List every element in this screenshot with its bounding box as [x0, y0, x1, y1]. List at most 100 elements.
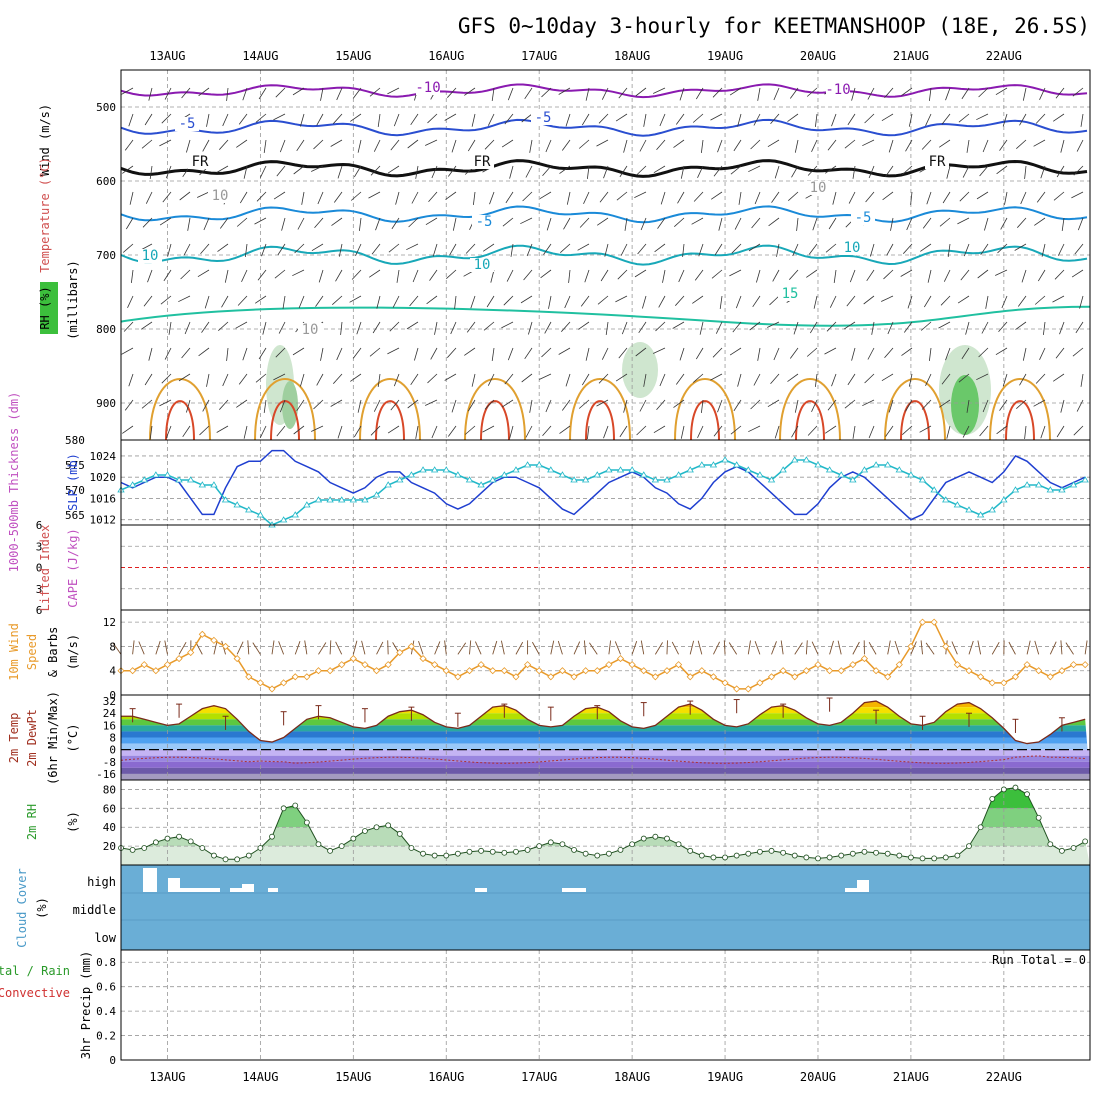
rh-point	[792, 853, 797, 858]
wind-barb	[771, 374, 780, 384]
wind-barb	[264, 400, 266, 413]
wind-barb	[986, 296, 988, 309]
wind-barb	[712, 270, 722, 278]
wind-barb	[408, 140, 418, 148]
wind-barb	[205, 296, 209, 308]
rh-point	[513, 849, 518, 854]
wind-barb	[946, 88, 951, 100]
surface-wind-barb	[713, 642, 719, 655]
wind-barb	[828, 140, 836, 150]
wind-barb	[853, 426, 855, 439]
wind-barb	[186, 140, 190, 153]
wind-barb	[546, 140, 551, 152]
wind-barb	[700, 322, 703, 335]
wind-barb	[832, 374, 837, 386]
wind-speed-point	[292, 674, 298, 680]
rh-point	[1083, 839, 1088, 844]
surface-wind-barb	[632, 641, 637, 654]
wind-barb	[503, 218, 513, 226]
wind-barb	[1072, 270, 1083, 277]
wind-barb	[902, 348, 913, 356]
wind-barb	[584, 192, 590, 204]
wind-barb	[388, 426, 399, 433]
wind-barb	[810, 322, 817, 333]
wind-barb	[508, 348, 513, 360]
high-cloud-bar	[845, 888, 857, 892]
wind-barb	[795, 140, 798, 153]
wind-barb	[656, 322, 666, 331]
wind-barb	[357, 322, 361, 334]
temp-contour-25	[166, 401, 194, 440]
wind-barb	[655, 244, 665, 252]
date-label-top: 22AUG	[986, 49, 1022, 63]
surface-wind-barb	[469, 640, 470, 654]
wind-barb	[394, 114, 399, 126]
contour-label: -5	[179, 116, 196, 132]
wind-barb	[197, 192, 209, 198]
wind-barb	[274, 192, 285, 199]
temp-ylabel-units: (°C)	[66, 724, 80, 753]
wind-speed-point	[978, 674, 984, 680]
wind-barb	[602, 348, 608, 360]
wind-barb	[718, 140, 723, 152]
wind-barb	[504, 296, 513, 305]
wind-barb	[466, 244, 475, 254]
wind-speed-point	[594, 668, 600, 674]
surface-wind-barb	[655, 642, 662, 654]
wind-barb	[485, 140, 494, 149]
wind-barb	[947, 426, 950, 439]
surface-wind-barb	[139, 642, 144, 655]
temp-tick: -16	[96, 768, 116, 781]
wind-barb	[278, 244, 285, 255]
wind-barb	[999, 322, 1008, 332]
wind-speed-point	[478, 662, 484, 668]
wind-barb	[1034, 400, 1045, 406]
wind-barb	[1053, 374, 1064, 381]
wind-barb	[149, 88, 152, 101]
wind-barb	[617, 192, 627, 200]
wind-barb	[848, 114, 855, 125]
wind-barb	[847, 296, 855, 306]
wind-barb	[882, 114, 893, 121]
wind-barb	[1038, 270, 1045, 281]
cloud-ylabel: Cloud Cover	[15, 868, 29, 947]
surface-wind-barb	[458, 643, 466, 655]
wind-speed-point	[559, 668, 565, 674]
wind-ylabel-speed: Speed	[25, 634, 39, 670]
wind-speed-point	[920, 619, 926, 625]
wind-barb	[545, 322, 551, 333]
wind-barb	[338, 166, 342, 178]
wind-barb	[815, 114, 817, 127]
wind-barb	[1023, 88, 1026, 101]
temp-tick: 16	[103, 719, 116, 732]
surface-wind-barb	[133, 640, 134, 654]
wind-barb	[976, 114, 988, 120]
wind-barb	[1021, 192, 1026, 204]
wind-barb	[181, 270, 190, 279]
wind-speed-point	[606, 662, 612, 668]
wind-barb	[378, 374, 380, 387]
rh-point	[781, 850, 786, 855]
wind-barb	[414, 348, 418, 361]
wind-barb	[314, 140, 324, 149]
pressure-tick: 900	[96, 397, 116, 410]
wind-barb	[886, 426, 894, 437]
wind-barb	[350, 296, 361, 302]
wind-barb	[1076, 322, 1083, 333]
wind-barb	[505, 374, 513, 384]
wind-barb	[188, 218, 190, 231]
wind-barb	[144, 296, 152, 306]
wind-barb	[526, 166, 532, 178]
wind-barb	[1040, 348, 1046, 360]
wind-speed-point	[536, 668, 542, 674]
rh-point	[583, 851, 588, 856]
wind-barb	[808, 426, 817, 436]
temp-contour-20	[465, 379, 525, 440]
rh-point	[223, 857, 228, 862]
temp-band	[121, 713, 1090, 719]
wind-barb	[508, 88, 513, 100]
wind-barb	[546, 400, 551, 412]
wind-barb	[207, 114, 210, 127]
wind-barb	[219, 140, 228, 150]
wind-barb	[826, 244, 836, 252]
